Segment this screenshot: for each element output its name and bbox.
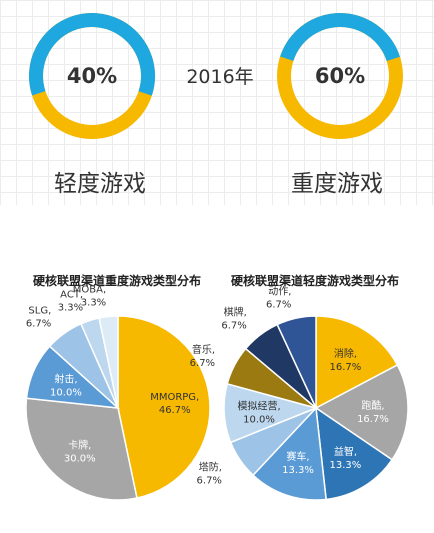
light-pie-title: 硬核联盟渠道轻度游戏类型分布	[231, 274, 400, 288]
slice-label: 塔防,	[199, 460, 222, 473]
slice-label: 动作,	[268, 286, 291, 298]
slice-value: 13.3%	[282, 465, 314, 476]
slice-value: 10.0%	[243, 414, 275, 425]
slice-label: 卡牌,	[68, 438, 91, 451]
summary-panel: 40% 2016年 60% 轻度游戏 重度游戏	[0, 0, 434, 205]
slice-value: 6.7%	[266, 300, 291, 311]
slice-label: 音乐,	[192, 343, 215, 356]
heavy-game-donut: 60%	[270, 6, 410, 146]
pie-slice	[315, 406, 394, 501]
donut-ring	[277, 13, 403, 139]
slice-value: 6.7%	[197, 475, 222, 486]
slice-label: 模拟经营,	[237, 399, 280, 412]
slice-label: 益智,	[334, 445, 357, 458]
slice-label: 消除,	[334, 347, 357, 360]
slice-value: 10.0%	[50, 388, 82, 399]
pie-slice	[98, 315, 119, 409]
light-game-caption: 轻度游戏	[54, 171, 146, 197]
light-game-percent: 40%	[66, 64, 118, 88]
slice-label: 棋牌,	[224, 305, 247, 318]
light-game-donut: 40%	[22, 6, 162, 146]
pie-panel: 硬核联盟渠道重度游戏类型分布 硬核联盟渠道轻度游戏类型分布 MMORPG, 46.…	[0, 258, 434, 533]
heavy-game-percent: 60%	[314, 64, 366, 88]
pie-slice	[117, 315, 211, 499]
slice-value: 30.0%	[64, 453, 96, 464]
slice-value: 6.7%	[26, 319, 51, 330]
pie-charts: MMORPG, 46.7% 卡牌, 30.0% 射击, 10.0% SLG, 6.7% ACT,…	[25, 285, 409, 501]
slice-value: 3.3%	[58, 302, 83, 313]
slice-value: 13.3%	[330, 460, 362, 471]
slice-value: 6.7%	[190, 358, 215, 369]
slice-label: 射击,	[54, 374, 77, 386]
pie-slice	[25, 397, 138, 501]
donut-blue-arc	[29, 13, 155, 139]
slice-label: SLG,	[28, 306, 51, 317]
year-label: 2016年	[186, 66, 254, 88]
slice-label: MOBA,	[73, 285, 106, 296]
heavy-game-caption: 重度游戏	[291, 171, 383, 197]
slice-value: 6.7%	[221, 320, 246, 331]
slice-label: 跑酷,	[361, 399, 384, 412]
pie-slice	[314, 363, 409, 461]
pie-slice	[276, 315, 317, 409]
slice-value: 3.3%	[81, 298, 106, 309]
pie-slice	[315, 315, 399, 410]
slice-value: 46.7%	[159, 405, 191, 416]
slice-label: ACT,	[60, 289, 83, 300]
donut-blue-arc	[277, 13, 403, 139]
heavy-pie-title: 硬核联盟渠道重度游戏类型分布	[33, 274, 202, 288]
slice-label: MMORPG,	[150, 392, 199, 403]
donut-ring	[29, 13, 155, 139]
pie-slice	[252, 406, 327, 501]
slice-label: 赛车,	[286, 450, 309, 463]
slice-value: 16.7%	[330, 362, 362, 373]
slice-value: 16.7%	[357, 414, 389, 425]
